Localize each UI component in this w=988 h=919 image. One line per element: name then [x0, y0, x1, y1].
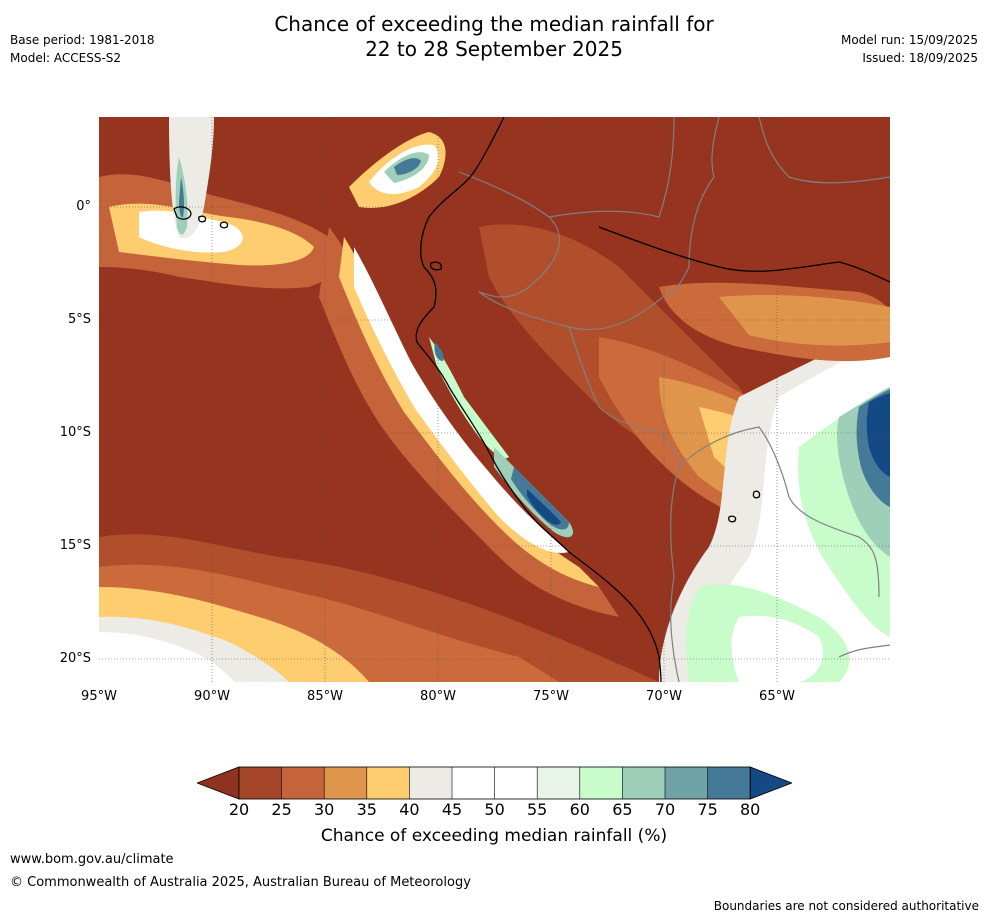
lat-label-0: 0°: [76, 199, 91, 214]
legend-tick-40: 40: [399, 800, 420, 819]
base-period: Base period: 1981-2018: [10, 33, 155, 47]
legend-swatch-10: [665, 767, 708, 799]
lon-label-75w: 75°W: [533, 689, 569, 704]
legend-under-arrow: [197, 766, 240, 800]
gridlines: [99, 117, 890, 682]
lon-label-90w: 90°W: [194, 689, 230, 704]
issued-date: Issued: 18/09/2025: [862, 51, 978, 65]
legend-label: Chance of exceeding median rainfall (%): [320, 826, 668, 846]
field-south-band-5: [99, 632, 234, 682]
legend-tick-20: 20: [228, 800, 250, 819]
field-east-6: [866, 393, 890, 477]
model-name: Model: ACCESS-S2: [10, 51, 122, 65]
legend-swatch-2: [324, 767, 367, 799]
legend-swatch-1: [281, 767, 325, 799]
lon-label-80w: 80°W: [420, 689, 456, 704]
legend-swatch-8: [579, 767, 623, 799]
legend-tick-80: 80: [740, 800, 761, 819]
lon-label-85w: 85°W: [307, 689, 343, 704]
field-coast-8: [434, 342, 444, 361]
legend-swatch-9: [622, 767, 665, 799]
field-coast-7: [527, 489, 561, 525]
legend-tick-50: 50: [484, 800, 505, 819]
title-line-1: Chance of exceeding the median rainfall …: [274, 12, 714, 36]
lat-label-5s: 5°S: [67, 312, 91, 327]
legend-swatch-11: [707, 767, 751, 799]
lat-label-15s: 15°S: [59, 538, 91, 553]
legend-swatch-3: [366, 767, 410, 799]
legend-swatch-4: [409, 767, 452, 799]
chart-title: Chance of exceeding the median rainfall …: [194, 12, 794, 62]
legend-tick-35: 35: [356, 800, 377, 819]
legend-tick-55: 55: [527, 800, 548, 819]
legend-tick-60: 60: [569, 800, 590, 819]
coastline: [173, 117, 890, 682]
legend-swatch-6: [494, 767, 538, 799]
footer-copyright: © Commonwealth of Australia 2025, Austra…: [10, 875, 471, 890]
field-north-offshore-4: [394, 158, 421, 175]
legend-tick-25: 25: [271, 800, 292, 819]
legend-tick-45: 45: [441, 800, 463, 819]
right-meta: Model run: 15/09/2025 Issued: 18/09/2025: [841, 31, 978, 67]
legend-swatch-0: [239, 767, 282, 799]
footer-url: www.bom.gov.au/climate: [10, 852, 174, 867]
lon-label-70w: 70°W: [646, 689, 682, 704]
lon-label-65w: 65°W: [759, 689, 795, 704]
title-line-2: 22 to 28 September 2025: [365, 37, 623, 61]
legend-tick-30: 30: [314, 800, 335, 819]
legend-swatch-7: [537, 767, 580, 799]
model-run: Model run: 15/09/2025: [840, 33, 978, 47]
legend-over-arrow: [749, 766, 792, 800]
legend-tick-70: 70: [654, 800, 676, 819]
legend-tick-75: 75: [697, 800, 718, 819]
country-borders: [458, 117, 890, 682]
left-meta: Base period: 1981-2018 Model: ACCESS-S2: [10, 31, 155, 67]
lat-label-20s: 20°S: [59, 651, 91, 666]
footer-note: Boundaries are not considered authoritat…: [713, 899, 979, 913]
legend-colorbar: [197, 766, 792, 800]
lat-label-10s: 10°S: [59, 425, 91, 440]
lon-label-95w: 95°W: [81, 689, 117, 704]
rainfall-map: [99, 117, 890, 682]
field-coast-6: [511, 467, 569, 530]
legend-tick-65: 65: [612, 800, 633, 819]
legend-swatch-5: [452, 767, 495, 799]
